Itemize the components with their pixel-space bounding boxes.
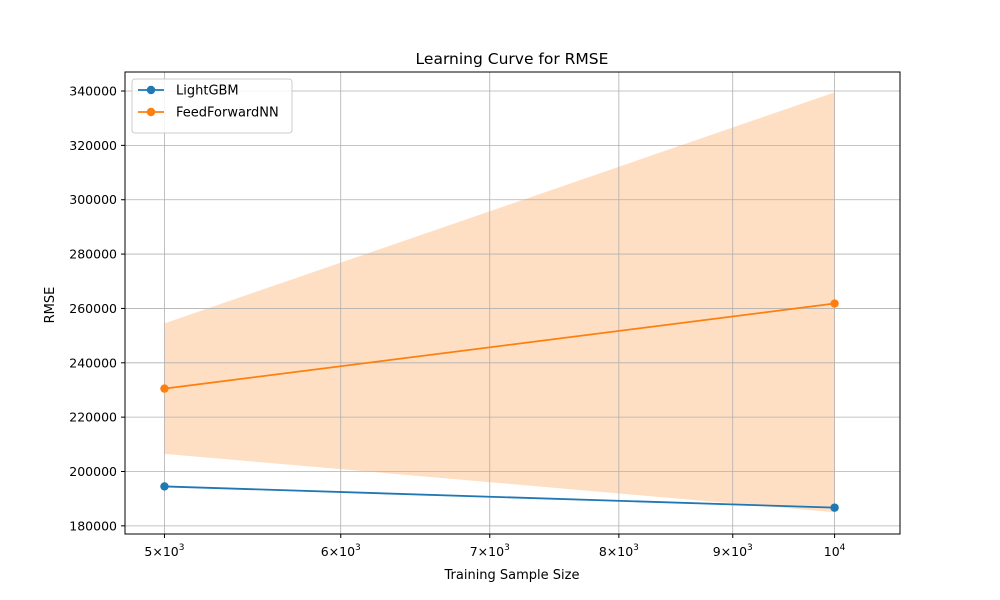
series-lines [164,302,835,509]
series-markers [160,299,839,512]
series-line-1 [164,302,835,390]
legend-marker-0 [146,85,156,95]
series-line-0 [164,485,835,509]
data-point-0-1 [830,503,839,512]
legend-box [131,78,293,134]
y-tick-label-7: 320000 [69,138,117,153]
legend-label-0: LightGBM [176,84,239,99]
legend-label-1: FeedForwardNN [176,106,279,121]
y-tick-label-0: 180000 [69,518,117,533]
legend: LightGBM FeedForwardNN [131,78,293,134]
y-tick-label-1: 200000 [69,464,117,479]
legend-marker-1 [146,107,156,117]
data-point-1-0 [160,384,169,393]
confidence-bands [164,92,835,513]
confidence-band-1 [164,92,835,513]
x-tick-label-5: 104 [824,543,846,559]
x-tick-label-4: 9×103 [713,543,753,559]
y-tick-label-8: 340000 [69,84,117,99]
x-tick-label-3: 8×103 [599,543,639,559]
y-tick-label-3: 240000 [69,355,117,370]
x-tick-label-0: 5×103 [144,543,184,559]
x-axis-ticks: 5×103 6×103 7×103 8×103 9×103 104 [144,534,846,559]
y-axis-label: RMSE [43,287,58,324]
y-tick-label-2: 220000 [69,410,117,425]
plot-area-frame [124,71,901,535]
data-point-1-1 [830,299,839,308]
y-tick-label-5: 280000 [69,247,117,262]
y-tick-label-6: 300000 [69,192,117,207]
chart-title: Learning Curve for RMSE [416,50,609,68]
x-tick-label-2: 7×103 [470,543,510,559]
y-axis-ticks: 180000 200000 220000 240000 260000 280000 3000… [69,84,125,533]
x-axis-label: Training Sample Size [444,568,580,583]
data-point-0-0 [160,482,169,491]
y-tick-label-4: 260000 [69,301,117,316]
x-tick-label-1: 6×103 [321,543,361,559]
